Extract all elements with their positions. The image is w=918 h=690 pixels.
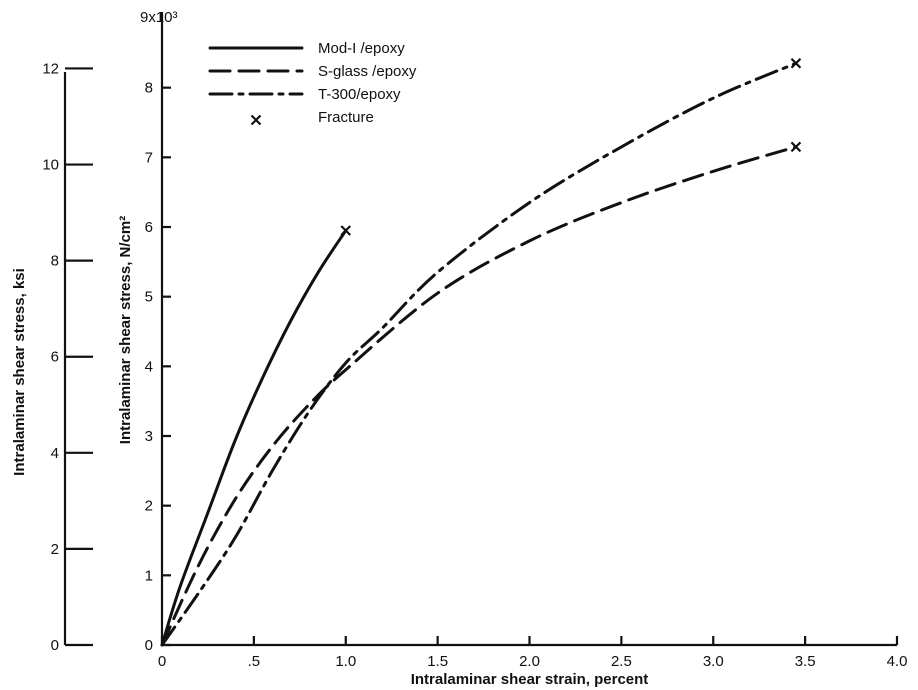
y2-tick-label: 0 <box>51 637 59 654</box>
x-tick-label: 3.5 <box>795 653 816 670</box>
y-tick-label: 1 <box>145 567 153 584</box>
y-tick-label: 4 <box>145 358 153 375</box>
fracture-marker <box>340 225 352 236</box>
y2-tick-label: 10 <box>42 157 59 174</box>
x-tick-label: 3.0 <box>703 653 724 670</box>
fracture-marker <box>790 141 802 153</box>
series-line-dashdot <box>160 61 798 647</box>
x-tick-label: 2.5 <box>611 653 632 670</box>
x-tick-label: 4.0 <box>887 653 908 670</box>
y-tick-label: 6 <box>145 219 153 236</box>
series-line-solid <box>160 229 348 647</box>
legend-fracture-marker <box>250 114 262 126</box>
x-tick-label: 1.5 <box>427 653 448 670</box>
x-tick-label: 1.0 <box>335 653 356 670</box>
y-tick-label: 7 <box>145 149 153 166</box>
y2-tick-label: 2 <box>51 541 59 558</box>
series-line-dashed <box>160 145 798 647</box>
x-tick-label: 2.0 <box>519 653 540 670</box>
y-tick-label: 3 <box>145 428 153 445</box>
x-tick-label: 0 <box>158 653 166 670</box>
y-tick-label: 8 <box>145 80 153 97</box>
x-axis-title: Intralaminar shear strain, percent <box>411 671 649 688</box>
y-axis-title: Intralaminar shear stress, N/cm² <box>117 216 134 444</box>
y2-axis-title: Intralaminar shear stress, ksi <box>11 268 28 476</box>
y2-tick-label: 12 <box>42 60 59 77</box>
legend-label: S-glass /epoxy <box>318 63 417 80</box>
y-tick-label: 5 <box>145 289 153 306</box>
legend-label: T-300/epoxy <box>318 86 401 103</box>
x-tick-label: .5 <box>248 653 261 670</box>
y2-tick-label: 4 <box>51 445 59 462</box>
legend-label: Fracture <box>318 109 374 126</box>
fracture-marker <box>790 58 802 69</box>
legend-label: Mod-I /epoxy <box>318 40 405 57</box>
y-tick-label: 2 <box>145 498 153 515</box>
y-multiplier-label: 9x10³ <box>140 9 178 26</box>
y2-tick-label: 6 <box>51 349 59 366</box>
y-tick-label: 0 <box>145 637 153 654</box>
fracture-marker-stroke <box>790 58 802 69</box>
y2-tick-label: 8 <box>51 253 59 270</box>
fracture-marker-stroke <box>790 141 802 153</box>
fracture-marker-stroke <box>340 225 352 236</box>
fracture-marker-stroke <box>250 114 262 126</box>
